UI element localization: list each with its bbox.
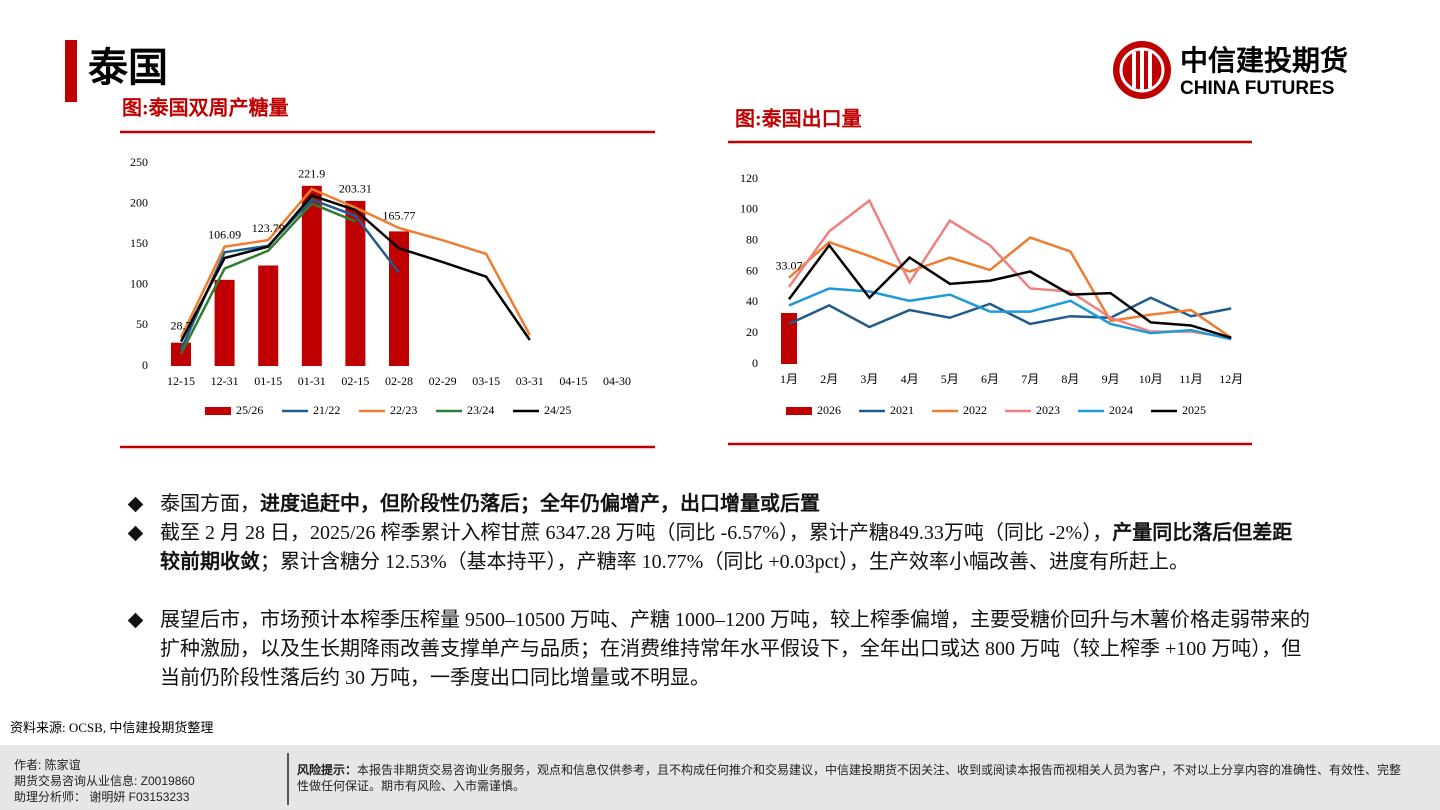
y-tick-label: 200 (130, 195, 148, 209)
x-tick-label: 8月 (1061, 372, 1079, 386)
data-label: 33.07 (776, 258, 803, 272)
risk-text: 本报告非期货交易咨询业务服务，观点和信息仅供参考，且不构成任何推介和交易建议，中… (297, 763, 1402, 793)
data-label: 165.77 (383, 209, 416, 223)
line (788, 236, 1232, 339)
bullet-text: 进度追赶中，但阶段性仍落后；全年仍偏增产，出口增量或后置 (260, 493, 820, 515)
bullet-text: ；累计含糖分 12.53%（基本持平），产糖率 10.77%（同比 +0.03p… (260, 551, 1190, 573)
x-tick-label: 02-15 (341, 374, 369, 388)
x-tick-label: 01-31 (298, 374, 326, 388)
logo (1113, 41, 1171, 99)
x-tick-label: 4月 (901, 372, 919, 386)
x-tick-label: 04-15 (559, 374, 587, 388)
y-tick-label: 80 (746, 232, 758, 246)
y-tick-label: 60 (746, 263, 758, 277)
y-tick-label: 0 (142, 358, 148, 372)
legend-label: 21/22 (313, 403, 340, 417)
line (788, 296, 1232, 329)
legend-label: 24/25 (544, 403, 571, 417)
bar (345, 200, 366, 366)
bar (258, 265, 279, 366)
legend-label: 2024 (1109, 403, 1133, 417)
x-tick-label: 12-31 (211, 374, 239, 388)
slide: 泰国 中信建投期货 CHINA FUTURES 资料来源: OCSB, 中信建投… (10, 40, 1348, 735)
license: 期货交易咨询从业信息: Z0019860 (14, 774, 195, 788)
source: 资料来源: OCSB, 中信建投期货整理 (10, 720, 213, 735)
chart-title: 图:泰国出口量 (735, 107, 862, 131)
title-bar (65, 40, 77, 102)
line (787, 243, 1232, 339)
data-label: 203.31 (339, 182, 372, 196)
legend-swatch (786, 407, 812, 415)
y-tick-label: 100 (740, 202, 758, 216)
legend-label: 2023 (1036, 403, 1060, 417)
line (788, 287, 1232, 341)
y-tick-label: 20 (746, 325, 758, 339)
y-tick-label: 0 (752, 356, 758, 370)
legend-label: 2021 (890, 403, 914, 417)
data-label: 106.09 (208, 227, 241, 241)
x-tick-label: 7月 (1021, 372, 1039, 386)
footer: 作者: 陈家谊 期货交易咨询从业信息: Z0019860 助理分析师： 谢明妍 … (0, 745, 1440, 810)
x-tick-label: 5月 (941, 372, 959, 386)
y-tick-label: 250 (130, 155, 148, 169)
x-tick-label: 1月 (780, 372, 798, 386)
legend-label: 2025 (1182, 403, 1206, 417)
x-tick-label: 11月 (1179, 372, 1203, 386)
bar (171, 342, 191, 366)
line (179, 187, 531, 339)
line (179, 202, 356, 355)
legend-label: 22/23 (390, 403, 417, 417)
divider (287, 753, 289, 805)
logo-en: CHINA FUTURES (1180, 78, 1334, 99)
x-tick-label: 2月 (820, 372, 838, 386)
x-tick-label: 12月 (1219, 372, 1243, 386)
x-tick-label: 3月 (860, 372, 878, 386)
bullet: 泰国方面，进度追赶中，但阶段性仍落后；全年仍偏增产，出口增量或后置 (127, 490, 1310, 519)
bar (301, 185, 322, 366)
x-tick-label: 02-29 (429, 374, 457, 388)
bullet: 展望后市，市场预计本榨季压榨量 9500–10500 万吨、产糖 1000–12… (127, 606, 1310, 693)
x-tick-label: 9月 (1102, 372, 1120, 386)
slide-title: 泰国 (88, 45, 168, 91)
line (787, 198, 1232, 340)
x-tick-label: 01-15 (254, 374, 282, 388)
y-tick-label: 100 (130, 277, 148, 291)
bar (781, 313, 797, 364)
author: 作者: 陈家谊 (14, 758, 81, 772)
bullet-text: 截至 2 月 28 日，2025/26 榨季累计入榨甘蔗 6347.28 万吨（… (160, 522, 1113, 544)
x-tick-label: 04-30 (603, 374, 631, 388)
y-tick-label: 40 (746, 294, 758, 308)
chart-title: 图:泰国双周产糖量 (122, 96, 289, 120)
data-label: 28.7 (171, 318, 192, 332)
legend-label: 2026 (817, 403, 841, 417)
data-label: 123.79 (252, 221, 285, 235)
bar (214, 279, 235, 366)
legend-label: 25/26 (236, 403, 263, 417)
bullet-text: 泰国方面， (160, 493, 260, 515)
data-label: 221.9 (298, 167, 325, 181)
y-tick-label: 50 (136, 317, 148, 331)
x-tick-label: 10月 (1139, 372, 1163, 386)
legend-label: 23/24 (467, 403, 494, 417)
risk-label: 风险提示： (297, 763, 358, 777)
logo-cn: 中信建投期货 (1180, 44, 1348, 77)
bullet: 截至 2 月 28 日，2025/26 榨季累计入榨甘蔗 6347.28 万吨（… (127, 519, 1310, 577)
x-tick-label: 03-15 (472, 374, 500, 388)
x-tick-label: 6月 (981, 372, 999, 386)
bullet-text: 产量同比落后但差距较前期收敛 (160, 522, 1293, 573)
y-tick-label: 120 (740, 171, 758, 185)
x-tick-label: 03-31 (516, 374, 544, 388)
bullet-text: 展望后市，市场预计本榨季压榨量 9500–10500 万吨、产糖 1000–12… (160, 609, 1310, 689)
y-tick-label: 150 (130, 236, 148, 250)
legend-label: 2022 (963, 403, 987, 417)
legend-swatch (205, 407, 231, 415)
x-tick-label: 02-28 (385, 374, 413, 388)
assistant: 助理分析师： 谢明妍 F03153233 (14, 790, 190, 804)
x-tick-label: 12-15 (167, 374, 195, 388)
line (179, 194, 531, 343)
